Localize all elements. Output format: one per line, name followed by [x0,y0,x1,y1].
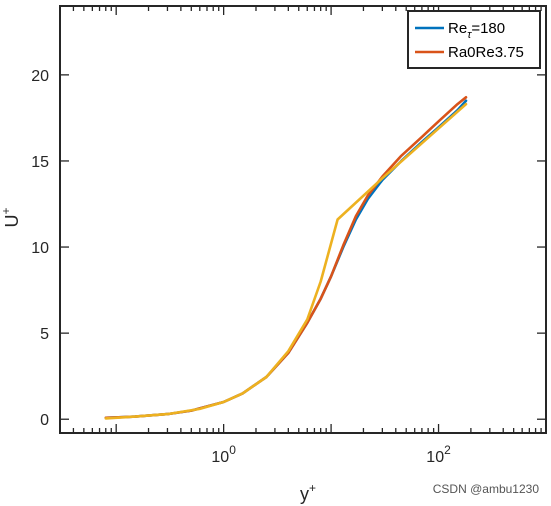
y-tick-label-4: 15 [31,154,49,171]
x-axis-label: y+ [300,481,316,504]
axes-box [59,5,547,434]
y-tick-label-2: 5 [40,326,49,343]
legend-label-1: Reτ=180 [448,20,505,41]
series-group [104,96,468,420]
axis-labels: y+ U+ [0,207,316,504]
legend: Reτ=180 Ra0Re3.75 [407,10,541,69]
y-tick-label-5: 20 [31,68,49,85]
legend-label-2: Ra0Re3.75 [448,44,524,61]
series-line-3 [104,102,468,420]
ticks-group: 100 102 0 5 10 15 20 [31,6,547,466]
watermark-text: CSDN @ambu1230 [432,482,539,496]
legend-box [407,10,541,69]
x-tick-label-2: 102 [426,443,451,466]
series-line-1 [104,99,468,420]
y-tick-label-3: 10 [31,240,49,257]
series-line-2 [104,96,468,420]
y-tick-label-1: 0 [40,412,49,429]
y-axis-label: U+ [0,207,22,227]
x-tick-label-1: 100 [211,443,236,466]
axes-group [59,5,547,434]
